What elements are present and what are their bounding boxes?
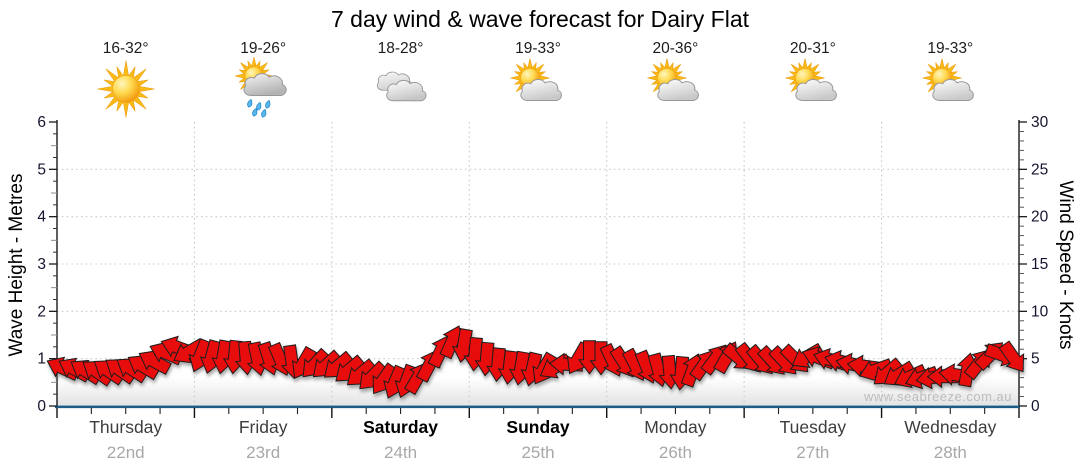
right-axis-ticks: 0 5 10 15 20 25 30 xyxy=(1019,114,1049,415)
temperature-range: 20-31° xyxy=(789,40,836,57)
temperature-range: 18-28° xyxy=(377,40,424,57)
sun-cloud-icon xyxy=(782,57,844,119)
wind-arrow xyxy=(998,340,1025,373)
left-tick-label: 3 xyxy=(37,256,46,273)
right-tick-label: 30 xyxy=(1031,114,1049,131)
day-name-label: Friday xyxy=(238,417,288,437)
sunny-icon xyxy=(95,57,157,119)
day-date-label: 28th xyxy=(933,443,967,462)
day-name-label: Tuesday xyxy=(779,417,847,437)
left-tick-label: 5 xyxy=(37,161,46,178)
left-tick-label: 6 xyxy=(37,114,46,131)
day-date-label: 25th xyxy=(521,443,555,462)
day-date-label: 23rd xyxy=(246,443,281,462)
left-tick-label: 0 xyxy=(37,398,46,415)
sun-cloud-icon xyxy=(644,57,706,119)
left-tick-label: 4 xyxy=(37,209,46,226)
day-name-label: Saturday xyxy=(363,417,438,437)
sun-cloud-icon xyxy=(507,57,569,119)
right-tick-label: 10 xyxy=(1031,303,1049,320)
left-tick-label: 1 xyxy=(37,351,46,368)
day-date-label: 22nd xyxy=(106,443,145,462)
sun-cloud-icon xyxy=(919,57,981,119)
cloudy-icon xyxy=(370,57,432,119)
day-date-label: 27th xyxy=(796,443,830,462)
temperature-range: 20-36° xyxy=(652,40,699,57)
left-tick-label: 2 xyxy=(37,303,46,320)
day-name-label: Monday xyxy=(644,417,707,437)
left-axis-ticks: 0 1 2 3 4 5 6 xyxy=(37,114,57,415)
right-tick-label: 15 xyxy=(1031,256,1048,273)
chart-title: 7 day wind & wave forecast for Dairy Fla… xyxy=(331,6,749,32)
watermark-text: www.seabreeze.com.au xyxy=(863,389,1012,404)
right-tick-label: 0 xyxy=(1031,398,1040,415)
wind-arrow-layer xyxy=(46,325,1025,399)
sun-showers-icon xyxy=(232,56,294,119)
day-date-label: 26th xyxy=(658,443,692,462)
day-name-label: Wednesday xyxy=(904,417,997,437)
temperature-range: 19-33° xyxy=(515,40,561,57)
temperature-range: 19-33° xyxy=(927,40,974,57)
wind-arrow xyxy=(138,350,172,375)
right-tick-label: 5 xyxy=(1031,351,1040,368)
x-axis-ticks xyxy=(56,408,1020,418)
temperature-range: 16-32° xyxy=(102,40,149,57)
day-name-label: Sunday xyxy=(506,417,570,437)
right-tick-label: 25 xyxy=(1031,161,1048,178)
temperature-range: 19-26° xyxy=(240,40,287,57)
day-name-label: Thursday xyxy=(89,417,163,437)
day-date-label: 24th xyxy=(384,443,418,462)
right-tick-label: 20 xyxy=(1031,209,1049,226)
